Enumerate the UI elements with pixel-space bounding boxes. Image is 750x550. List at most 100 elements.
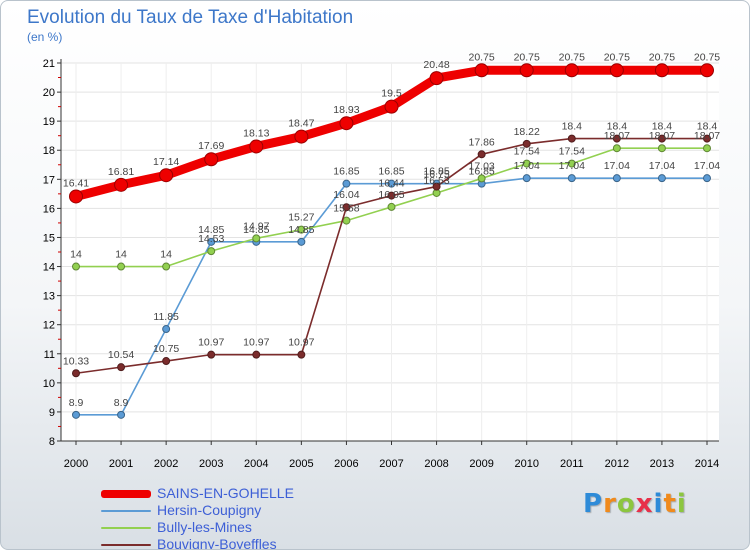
data-label: 15.27 <box>288 212 314 224</box>
data-label: 18.13 <box>243 127 269 139</box>
y-tick-label: 19 <box>43 116 55 128</box>
data-point <box>117 363 126 372</box>
data-point <box>654 63 669 78</box>
legend-swatch <box>101 527 151 529</box>
y-tick-label: 13 <box>43 291 55 303</box>
proxiti-logo: Proxiti <box>583 489 687 519</box>
data-label: 16.85 <box>423 166 449 178</box>
data-label: 20.75 <box>469 51 495 63</box>
data-label: 17.54 <box>559 146 585 158</box>
data-point <box>69 189 83 204</box>
data-label: 16.81 <box>108 166 134 178</box>
data-point <box>342 203 351 212</box>
data-point <box>384 99 399 114</box>
legend-label: SAINS-EN-GOHELLE <box>157 485 294 501</box>
x-tick-label: 2006 <box>334 458 358 470</box>
data-label: 20.48 <box>423 59 449 71</box>
x-tick-label: 2014 <box>695 458 719 470</box>
legend-label: Bully-les-Mines <box>157 519 252 535</box>
plot-area <box>61 63 719 441</box>
data-label: 16.41 <box>63 177 89 189</box>
x-tick-label: 2004 <box>244 458 268 470</box>
data-label: 14.85 <box>198 224 224 236</box>
data-label: 16.85 <box>378 166 404 178</box>
data-point <box>703 144 711 153</box>
data-point <box>207 247 216 256</box>
data-point <box>252 234 261 243</box>
y-tick-label: 15 <box>43 232 55 244</box>
data-point <box>72 369 80 378</box>
data-point <box>700 63 714 78</box>
logo-letter: x <box>635 489 654 519</box>
x-tick-label: 2012 <box>605 458 629 470</box>
y-tick-label: 12 <box>43 320 55 332</box>
data-label: 18.47 <box>288 118 314 130</box>
data-label: 17.54 <box>514 146 540 158</box>
data-point <box>162 357 171 366</box>
data-point <box>567 134 576 143</box>
data-point <box>207 350 216 359</box>
data-label: 18.4 <box>652 121 673 133</box>
data-point <box>477 174 486 183</box>
data-label: 16.05 <box>378 189 404 201</box>
data-label: 14 <box>115 249 127 261</box>
data-label: 14.85 <box>288 224 314 236</box>
data-point <box>609 63 624 78</box>
logo-letter: o <box>616 489 636 519</box>
data-point <box>114 177 129 192</box>
data-point <box>703 174 711 183</box>
unit-label: (en %) <box>27 30 63 44</box>
data-label: 20.75 <box>604 51 630 63</box>
data-point <box>117 410 126 419</box>
data-label: 8.9 <box>69 397 84 409</box>
data-point <box>612 144 621 153</box>
data-point <box>564 63 579 78</box>
data-label: 10.54 <box>108 349 134 361</box>
data-label: 18.07 <box>604 130 630 142</box>
data-label: 20.75 <box>649 51 675 63</box>
x-tick-label: 2002 <box>154 458 178 470</box>
legend-label: Bouvigny-Boyeffles <box>157 536 277 550</box>
data-point <box>432 182 441 191</box>
x-tick-label: 2007 <box>379 458 403 470</box>
data-label: 8.9 <box>114 397 129 409</box>
data-point <box>207 237 216 246</box>
data-point <box>657 174 666 183</box>
data-label: 18.4 <box>607 121 628 133</box>
data-point <box>387 179 396 188</box>
logo-letter: P <box>583 489 604 519</box>
data-point <box>387 202 396 211</box>
x-tick-label: 2003 <box>199 458 223 470</box>
y-tick-label: 17 <box>43 174 55 186</box>
data-label: 10.33 <box>63 355 89 367</box>
data-label: 18.4 <box>697 121 718 133</box>
legend-label: Hersin-Coupigny <box>157 502 262 518</box>
data-label: 17.86 <box>469 136 495 148</box>
data-point <box>703 134 711 143</box>
x-tick-label: 2000 <box>64 458 88 470</box>
data-point <box>387 191 396 200</box>
y-tick-label: 21 <box>43 58 55 70</box>
data-point <box>522 174 531 183</box>
data-point <box>567 174 576 183</box>
data-point <box>339 116 354 131</box>
logo-letter: t <box>663 489 677 519</box>
y-tick-label: 10 <box>43 378 55 390</box>
data-point <box>519 63 534 78</box>
data-label: 17.04 <box>559 160 585 172</box>
data-point <box>297 350 306 359</box>
data-point <box>657 144 666 153</box>
data-point <box>72 410 80 419</box>
y-tick-label: 20 <box>43 87 55 99</box>
legend-swatch <box>101 490 151 498</box>
data-label: 14.85 <box>243 224 269 236</box>
data-point <box>297 237 306 246</box>
data-label: 18.07 <box>694 130 720 142</box>
data-label: 14 <box>160 249 172 261</box>
data-point <box>567 159 576 168</box>
data-point <box>72 262 80 271</box>
data-label: 15.58 <box>333 203 359 215</box>
data-label: 20.75 <box>514 51 540 63</box>
